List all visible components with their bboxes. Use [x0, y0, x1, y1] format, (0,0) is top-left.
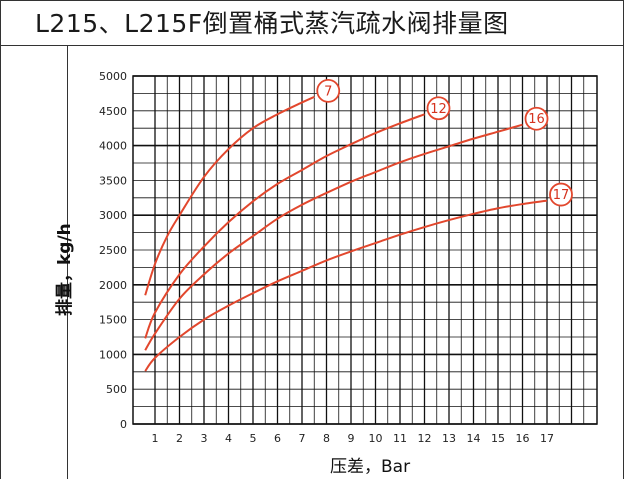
- x-tick-label: 15: [491, 432, 505, 445]
- y-tick-label: 3500: [99, 174, 127, 187]
- x-tick-label: 12: [418, 432, 432, 445]
- title-bar: L215、L215F倒置桶式蒸汽疏水阀排量图: [0, 0, 624, 46]
- series-line-7: [144, 95, 315, 296]
- x-axis-label: 压差，Bar: [330, 457, 411, 477]
- series-marker-12: [426, 96, 451, 121]
- y-tick-label: 0: [120, 418, 127, 431]
- series-marker-17: [549, 182, 573, 207]
- x-tick-label: 6: [274, 432, 281, 445]
- x-tick-label: 4: [225, 432, 232, 445]
- series-line-17: [144, 199, 548, 372]
- y-tick-label: 2500: [99, 244, 127, 257]
- x-tick-label: 10: [369, 432, 383, 445]
- series-marker-7: [316, 78, 341, 103]
- series-label-16: 16: [528, 112, 545, 127]
- x-tick-label: 9: [348, 432, 355, 445]
- x-tick-label: 17: [540, 432, 554, 445]
- y-tick-label: 1000: [99, 348, 127, 361]
- x-tick-label: 1: [152, 432, 159, 445]
- y-tick-label: 5000: [99, 70, 127, 83]
- x-tick-label: 14: [467, 432, 481, 445]
- x-tick-label: 11: [393, 432, 407, 445]
- series-line-12: [144, 113, 425, 339]
- y-tick-label: 3000: [99, 209, 127, 222]
- x-tick-label: 8: [323, 432, 330, 445]
- series-label-7: 7: [324, 84, 332, 99]
- chart-title: L215、L215F倒置桶式蒸汽疏水阀排量图: [35, 9, 509, 38]
- y-tick-label: 500: [106, 383, 127, 396]
- plot-border: [132, 75, 598, 425]
- y-tick-label: 4500: [99, 105, 127, 118]
- x-tick-label: 7: [299, 432, 306, 445]
- x-tick-label: 13: [442, 432, 456, 445]
- x-tick-label: 2: [176, 432, 183, 445]
- series-label-17: 17: [553, 188, 570, 203]
- y-tick-label: 2000: [99, 279, 127, 292]
- y-axis-label-panel: 排量，kg/h: [0, 46, 75, 479]
- y-tick-label: 4000: [99, 140, 127, 153]
- series-marker-16: [524, 106, 549, 131]
- series-line-16: [144, 123, 523, 351]
- x-tick-label: 16: [516, 432, 530, 445]
- series-label-12: 12: [430, 102, 447, 117]
- y-tick-label: 1500: [99, 314, 127, 327]
- x-tick-label: 5: [250, 432, 257, 445]
- x-tick-label: 3: [201, 432, 208, 445]
